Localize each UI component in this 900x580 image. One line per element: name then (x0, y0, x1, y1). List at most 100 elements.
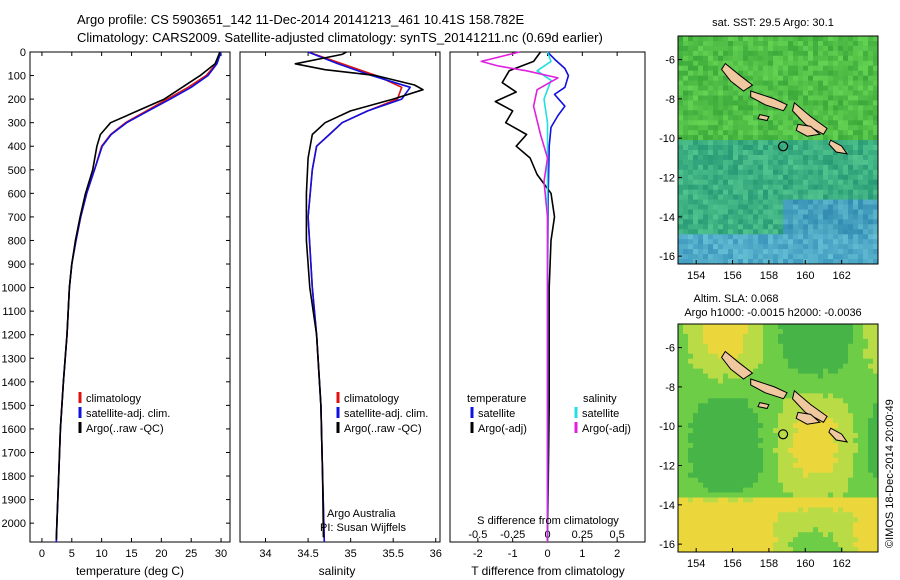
map-cell (828, 45, 834, 52)
map-cell (838, 457, 844, 464)
map-cell (773, 532, 779, 538)
map-cell (743, 338, 749, 345)
map-cell (783, 234, 789, 240)
map-cell (808, 60, 814, 67)
map-cell (788, 50, 794, 57)
map-cell (863, 467, 869, 474)
map-cell (843, 403, 849, 409)
map-cell (758, 179, 764, 186)
map-cell (748, 393, 754, 399)
map-cell (808, 140, 814, 146)
map-cell (833, 184, 839, 191)
map-cell (748, 55, 754, 62)
map-cell (863, 537, 869, 543)
map-cell (783, 90, 789, 96)
map-cell (873, 120, 879, 126)
map-cell (713, 457, 719, 464)
map-cell (828, 497, 834, 503)
map-cell (703, 398, 709, 404)
map-cell (788, 497, 794, 503)
map-cell (863, 418, 869, 424)
map-cell (758, 329, 764, 335)
map-cell (683, 194, 689, 200)
map-cell (808, 224, 814, 230)
map-cell (858, 542, 864, 548)
map-cell (678, 169, 684, 176)
map-cell (753, 189, 759, 196)
map-cell (833, 75, 839, 82)
map-cell (848, 164, 854, 171)
map-cell (798, 100, 804, 106)
map-cell (798, 234, 804, 240)
y-tick-label: 1700 (2, 447, 26, 459)
map-cell (818, 50, 824, 57)
map-cell (698, 383, 704, 389)
map-cell (718, 452, 724, 459)
map-cell (688, 348, 694, 355)
map-cell (803, 219, 809, 225)
map-cell (773, 329, 779, 335)
map-cell (743, 189, 749, 196)
map-cell (693, 41, 699, 47)
map-cell (853, 333, 859, 340)
map-cell (753, 462, 759, 469)
map-cell (738, 199, 744, 205)
map-cell (763, 110, 769, 116)
map-cell (858, 532, 864, 538)
map-cell (798, 447, 804, 454)
map-cell (708, 462, 714, 469)
map-cell (703, 338, 709, 345)
map-cell (858, 413, 864, 419)
map-cell (738, 522, 744, 528)
map-cell (868, 244, 874, 250)
map-cell (833, 70, 839, 77)
map-cell (698, 497, 704, 503)
series-line-3 (294, 51, 424, 538)
map-cell (683, 100, 689, 106)
map-cell (848, 537, 854, 543)
map-cell (743, 487, 749, 493)
map-cell (808, 244, 814, 250)
map-cell (718, 502, 724, 508)
map-cell (858, 447, 864, 454)
map-cell (688, 179, 694, 186)
map-cell (748, 443, 754, 449)
map-cell (803, 502, 809, 508)
map-cell (828, 547, 834, 553)
map-cell (803, 65, 809, 72)
map-cell (858, 65, 864, 72)
map-cell (823, 348, 829, 355)
map-cell (708, 378, 714, 384)
map-cell (783, 95, 789, 101)
map-cell (788, 80, 794, 86)
map-cell (858, 239, 864, 245)
map-cell (828, 393, 834, 399)
map-cell (723, 338, 729, 345)
map-cell (728, 224, 734, 230)
map-cell (828, 443, 834, 449)
map-cell (813, 423, 819, 429)
map-cell (683, 517, 689, 523)
map-cell (823, 45, 829, 52)
map-cell (753, 507, 759, 513)
map-cell (688, 189, 694, 196)
map-cell (783, 542, 789, 548)
map-cell (763, 428, 769, 434)
map-cell (798, 532, 804, 538)
map-cell (818, 447, 824, 454)
map-cell (723, 368, 729, 374)
map-cell (768, 179, 774, 186)
map-cell (848, 140, 854, 146)
map-cell (778, 254, 784, 260)
map-cell (823, 50, 829, 57)
map-cell (708, 55, 714, 62)
map-cell (853, 239, 859, 245)
map-cell (838, 65, 844, 72)
map-cell (688, 487, 694, 493)
map-cell (793, 150, 799, 156)
map-cell (678, 140, 684, 146)
map-cell (773, 219, 779, 225)
map-cell (758, 443, 764, 449)
map-cell (738, 532, 744, 538)
map-cell (758, 408, 764, 414)
